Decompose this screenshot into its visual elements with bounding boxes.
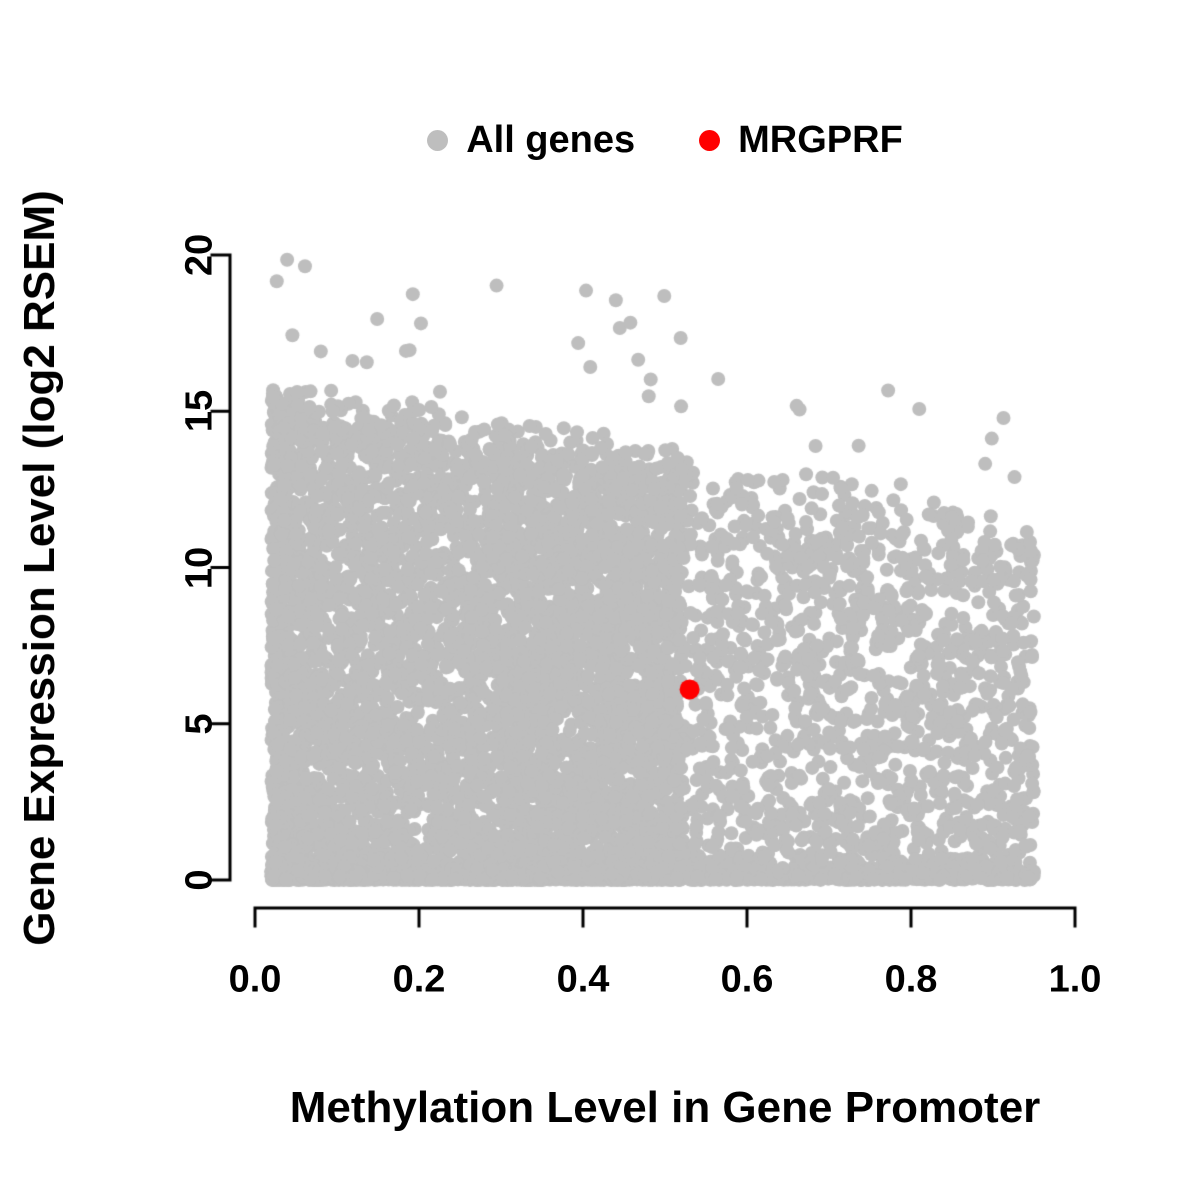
y-tick-label: 10	[178, 546, 221, 589]
x-tick-label: 0.2	[392, 958, 446, 1001]
x-tick-label: 0.6	[720, 958, 774, 1001]
legend-item-mrgprf: MRGPRF	[699, 121, 903, 159]
x-tick-label: 1.0	[1048, 958, 1102, 1001]
y-tick-label: 0	[178, 869, 221, 891]
x-tick-label: 0.0	[228, 958, 282, 1001]
legend-item-all-genes: All genes	[427, 121, 635, 159]
y-tick-label: 15	[178, 390, 221, 433]
legend-label-mrgprf: MRGPRF	[738, 119, 903, 161]
x-tick-label: 0.4	[556, 958, 610, 1001]
x-axis-label: Methylation Level in Gene Promoter	[289, 1083, 1041, 1132]
x-tick-label: 0.8	[884, 958, 938, 1001]
y-axis-label: Gene Expression Level (log2 RSEM)	[15, 190, 64, 946]
legend: All genes MRGPRF	[255, 108, 1075, 172]
y-tick-label: 5	[178, 713, 221, 735]
legend-label-all-genes: All genes	[466, 119, 636, 161]
mrgprf-dot-icon	[699, 129, 721, 151]
y-tick-label: 20	[178, 233, 221, 277]
all-genes-dot-icon	[427, 129, 449, 151]
